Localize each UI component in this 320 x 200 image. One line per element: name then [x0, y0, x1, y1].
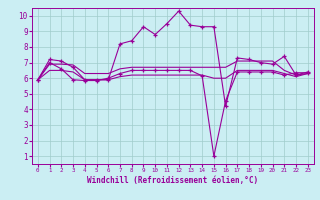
X-axis label: Windchill (Refroidissement éolien,°C): Windchill (Refroidissement éolien,°C) — [87, 176, 258, 185]
